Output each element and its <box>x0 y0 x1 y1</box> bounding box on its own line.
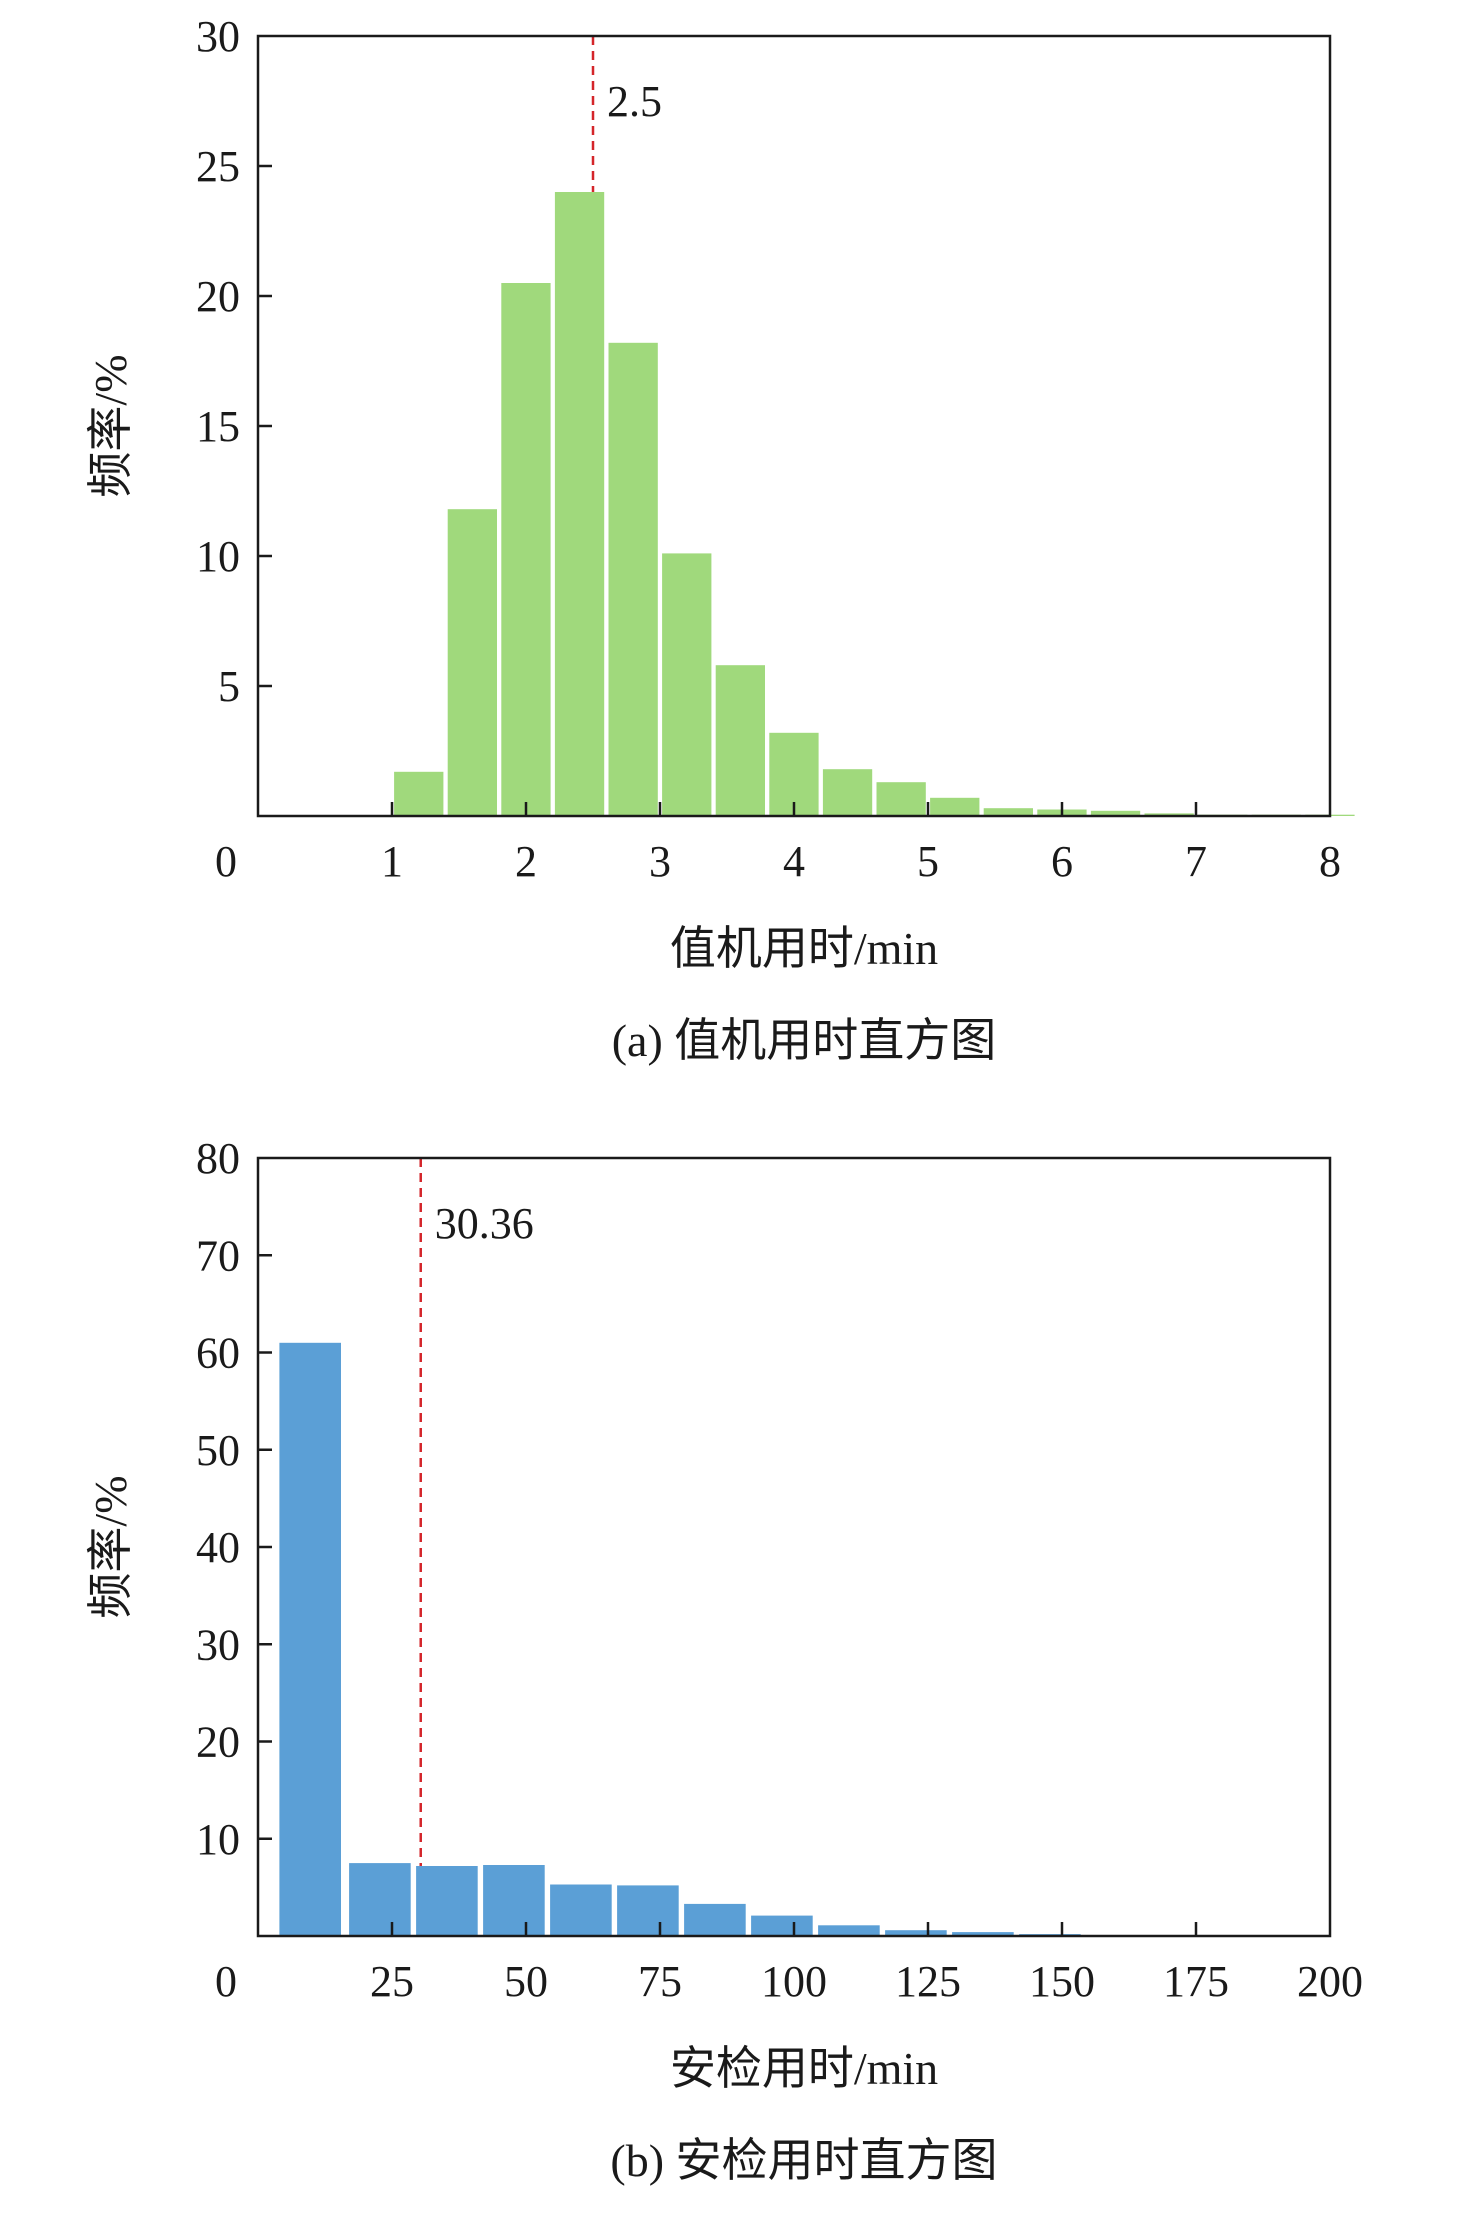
chart-b-x-tick-label-3: 75 <box>638 1957 682 2006</box>
chart-a-bar-0 <box>394 771 444 816</box>
chart-b-caption: (b) 安检用时直方图 <box>610 2135 997 2186</box>
chart-a-bar-2 <box>501 283 551 816</box>
chart-b-security-histogram: 25 50 75 100 125 150 175 200 10 20 30 40 50 60 70 80 0… <box>85 1134 1363 2186</box>
chart-a-x-tick-label-5: 5 <box>917 837 939 886</box>
chart-b-plot-frame <box>256 1156 1332 1938</box>
chart-b-reference-label: 30.36 <box>435 1199 534 1248</box>
chart-a-bar-10 <box>930 797 980 816</box>
chart-b-y-tick-label-5: 60 <box>196 1329 240 1378</box>
chart-a-bar-3 <box>554 192 605 816</box>
chart-b-bar-7 <box>751 1915 813 1936</box>
chart-b-y-tick-label-2: 30 <box>196 1620 240 1669</box>
chart-b-bars <box>279 1342 1081 1936</box>
chart-b-bar-1 <box>349 1863 411 1936</box>
chart-a-y-axis-label: 频率/% <box>85 354 136 497</box>
chart-b-x-tick-label-1: 25 <box>370 1957 414 2006</box>
chart-a-x-tick-label-8: 8 <box>1319 837 1341 886</box>
chart-b-y-tick-label-0: 10 <box>196 1815 240 1864</box>
chart-a-x-tick-label-2: 2 <box>515 837 537 886</box>
chart-a-x-axis-label: 值机用时/min <box>670 923 938 974</box>
chart-a-reference-label: 2.5 <box>607 77 662 126</box>
chart-b-bar-3 <box>483 1865 545 1936</box>
chart-a-bar-4 <box>608 342 658 816</box>
chart-a-bar-1 <box>447 509 497 816</box>
chart-a-x-tick-label-6: 6 <box>1051 837 1073 886</box>
chart-b-x-axis-label: 安检用时/min <box>670 2043 938 2094</box>
chart-a-bars <box>394 192 1355 816</box>
chart-b-y-axis-label: 频率/% <box>85 1475 136 1618</box>
chart-a-x-axis: 1 2 3 4 5 6 7 8 <box>381 802 1341 886</box>
chart-a-x-tick-label-1: 1 <box>381 837 403 886</box>
chart-b-y-tick-label-4: 50 <box>196 1426 240 1475</box>
chart-a-bar-11 <box>983 808 1033 816</box>
chart-b-y-tick-label-1: 20 <box>196 1718 240 1767</box>
chart-a-y-tick-label-4: 25 <box>196 142 240 191</box>
chart-a-x-tick-label-7: 7 <box>1185 837 1207 886</box>
chart-b-x-tick-label-2: 50 <box>504 1957 548 2006</box>
chart-a-y-axis: 5 10 15 20 25 30 <box>196 12 272 711</box>
chart-b-x-tick-label-8: 200 <box>1297 1957 1363 2006</box>
chart-b-origin-label: 0 <box>215 1957 237 2006</box>
chart-b-y-tick-label-3: 40 <box>196 1523 240 1572</box>
chart-a-y-tick-label-5: 30 <box>196 12 240 61</box>
chart-b-bar-0 <box>279 1342 341 1936</box>
chart-b-bar-9 <box>885 1930 947 1936</box>
chart-a-checkin-histogram: 1 2 3 4 5 6 7 8 5 10 15 20 25 30 0 2.5 值机用时/min 频率/%… <box>85 12 1355 1066</box>
chart-b-bar-8 <box>818 1925 880 1936</box>
chart-b-bar-2 <box>416 1866 478 1936</box>
chart-a-bar-9 <box>876 782 926 816</box>
chart-a-caption: (a) 值机用时直方图 <box>612 1015 997 1066</box>
chart-b-x-tick-label-5: 125 <box>895 1957 961 2006</box>
chart-b-x-axis: 25 50 75 100 125 150 175 200 <box>370 1922 1363 2006</box>
chart-a-plot-frame <box>256 34 1332 818</box>
chart-b-x-tick-label-7: 175 <box>1163 1957 1229 2006</box>
chart-a-y-tick-label-0: 5 <box>218 662 240 711</box>
chart-b-bar-6 <box>684 1903 746 1936</box>
chart-a-origin-label: 0 <box>215 837 237 886</box>
chart-a-y-tick-label-1: 10 <box>196 532 240 581</box>
chart-a-bar-8 <box>822 769 873 816</box>
chart-b-y-tick-label-7: 80 <box>196 1134 240 1183</box>
chart-a-bar-5 <box>662 553 712 816</box>
chart-a-x-tick-label-3: 3 <box>649 837 671 886</box>
chart-a-y-tick-label-2: 15 <box>196 402 240 451</box>
chart-b-bar-10 <box>952 1932 1014 1936</box>
chart-a-bar-14 <box>1144 813 1194 816</box>
chart-b-y-axis: 10 20 30 40 50 60 70 80 <box>196 1134 272 1864</box>
chart-a-y-tick-label-3: 20 <box>196 272 240 321</box>
chart-a-bar-6 <box>715 665 765 816</box>
chart-b-x-tick-label-4: 100 <box>761 1957 827 2006</box>
chart-b-x-tick-label-6: 150 <box>1029 1957 1095 2006</box>
chart-a-bar-13 <box>1090 810 1141 816</box>
chart-b-bar-5 <box>617 1885 679 1936</box>
chart-a-x-tick-label-4: 4 <box>783 837 805 886</box>
chart-b-y-tick-label-6: 70 <box>196 1231 240 1280</box>
chart-b-bar-4 <box>550 1884 612 1936</box>
